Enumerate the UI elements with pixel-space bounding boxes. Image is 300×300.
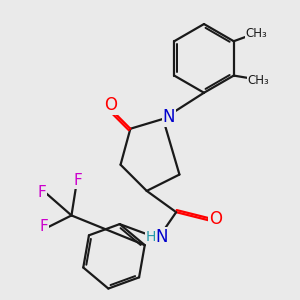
Text: CH₃: CH₃: [246, 26, 268, 40]
Text: H: H: [146, 230, 156, 244]
Text: F: F: [74, 173, 82, 188]
Text: F: F: [39, 219, 48, 234]
Text: O: O: [209, 210, 222, 228]
Text: N: N: [163, 108, 175, 126]
Text: N: N: [156, 228, 168, 246]
Text: O: O: [104, 97, 117, 115]
Text: CH₃: CH₃: [248, 74, 269, 87]
Text: F: F: [37, 185, 46, 200]
